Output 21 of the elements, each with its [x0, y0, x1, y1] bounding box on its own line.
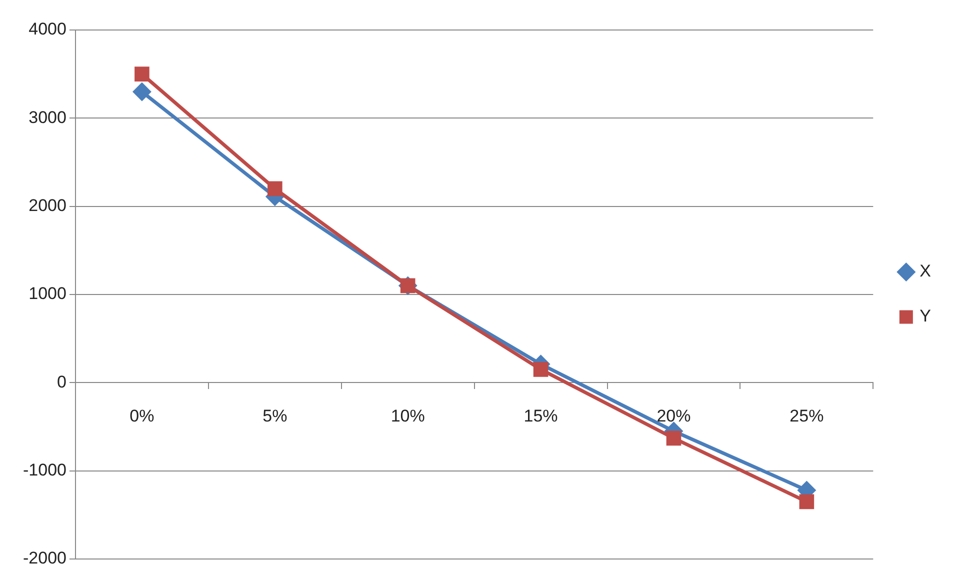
legend-label: Y [920, 306, 932, 326]
y-tick-label: -2000 [22, 548, 66, 568]
x-tick-label: 10% [390, 406, 425, 426]
x-tick-label: 15% [524, 406, 558, 426]
x-tick-label: 25% [790, 406, 824, 426]
point [133, 82, 151, 100]
x-tick-label: 0% [130, 406, 154, 426]
point [666, 430, 682, 446]
y-tick-label: 0 [57, 372, 66, 392]
x-tick-label: 20% [656, 406, 691, 426]
y-tick-label: 1000 [28, 284, 66, 304]
y-tick-label: 4000 [28, 20, 66, 39]
point [267, 181, 282, 196]
y-tick-label: 2000 [28, 196, 66, 216]
point [134, 66, 150, 82]
legend-label: X [920, 262, 932, 281]
x-tick-label: 5% [262, 406, 288, 426]
y-tick-label: -1000 [22, 460, 66, 480]
point [799, 494, 814, 510]
point [533, 362, 548, 377]
y-tick-label: 3000 [28, 108, 66, 127]
